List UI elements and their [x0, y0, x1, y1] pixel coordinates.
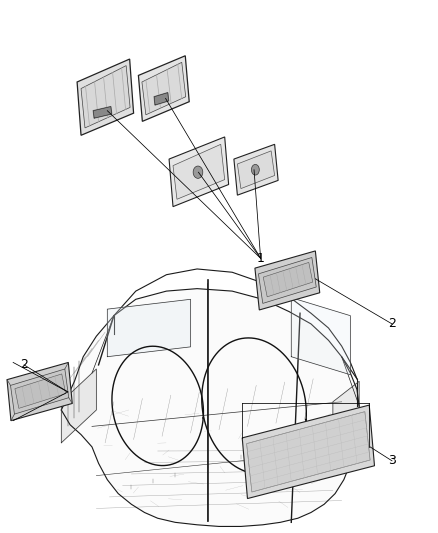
Polygon shape	[258, 257, 316, 303]
Text: 3: 3	[388, 454, 396, 467]
Polygon shape	[15, 374, 66, 408]
Polygon shape	[7, 362, 72, 421]
Polygon shape	[255, 251, 320, 310]
Polygon shape	[242, 405, 374, 498]
Polygon shape	[154, 93, 169, 105]
Polygon shape	[263, 262, 313, 297]
Polygon shape	[291, 297, 350, 375]
Polygon shape	[333, 381, 359, 447]
Ellipse shape	[193, 166, 203, 179]
Polygon shape	[173, 144, 225, 199]
Polygon shape	[81, 66, 130, 128]
Polygon shape	[61, 289, 359, 527]
Polygon shape	[237, 151, 275, 189]
Polygon shape	[138, 56, 189, 122]
Ellipse shape	[251, 164, 259, 175]
Polygon shape	[77, 59, 134, 135]
Text: 2: 2	[388, 317, 396, 330]
Polygon shape	[247, 411, 370, 492]
Polygon shape	[107, 300, 191, 357]
Polygon shape	[142, 62, 186, 115]
Polygon shape	[169, 137, 229, 207]
Polygon shape	[11, 369, 69, 414]
Polygon shape	[93, 107, 112, 118]
Text: 1: 1	[257, 252, 265, 265]
Polygon shape	[234, 144, 278, 195]
Text: 2: 2	[20, 358, 28, 372]
Polygon shape	[61, 369, 96, 443]
